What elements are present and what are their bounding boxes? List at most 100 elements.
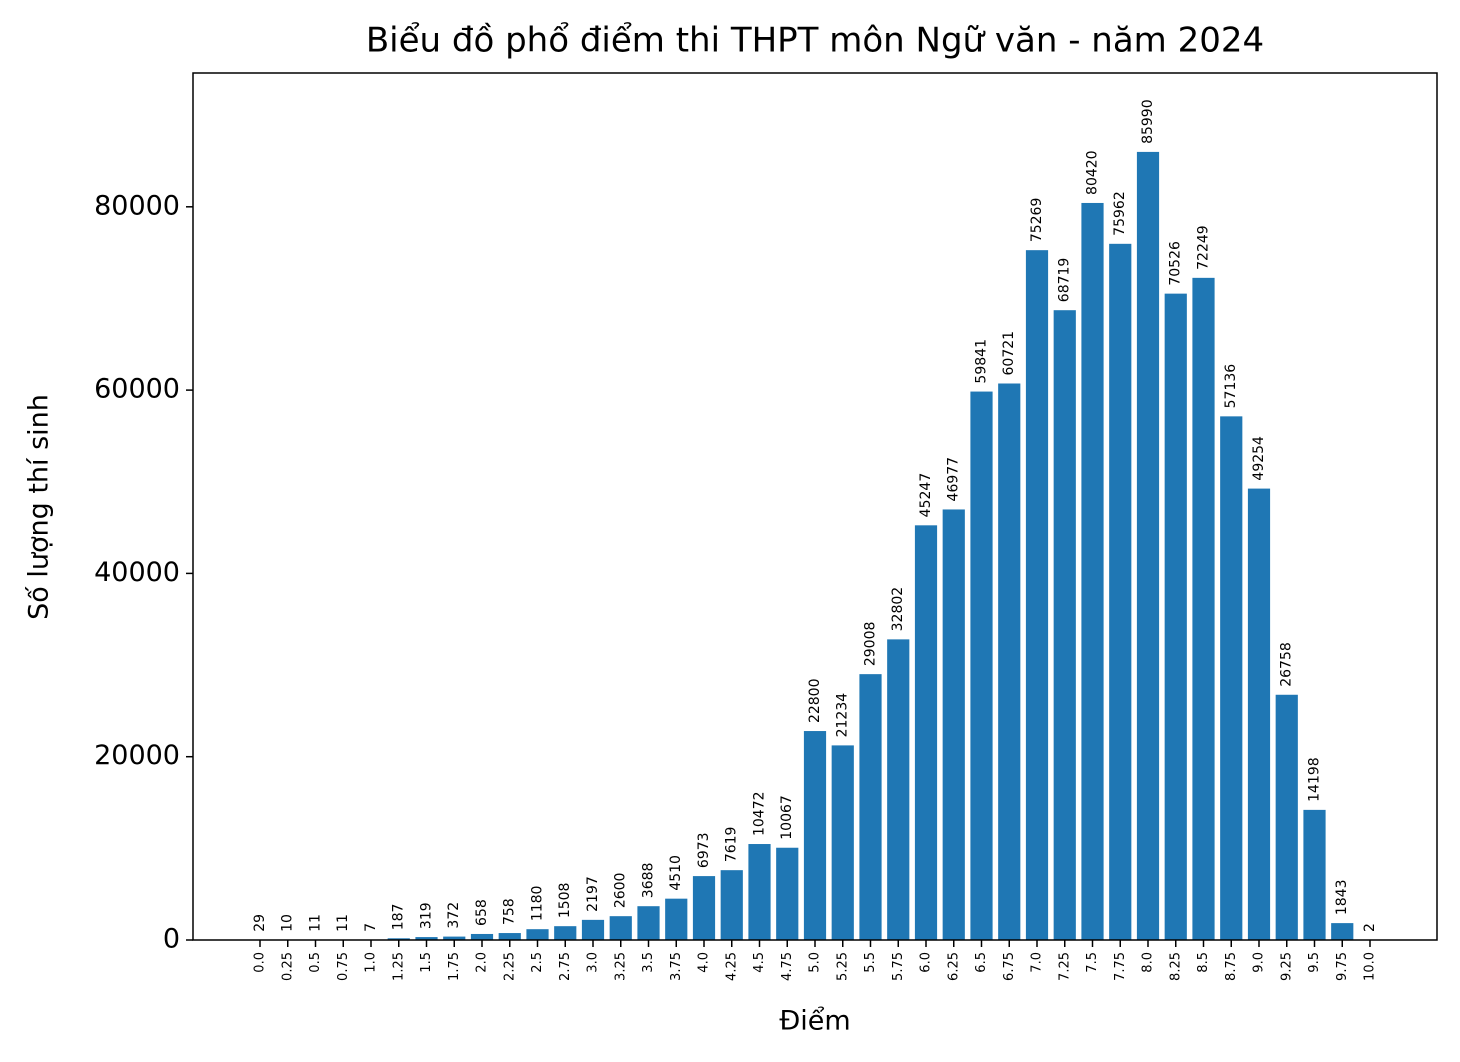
bar xyxy=(415,937,438,940)
plot-frame xyxy=(192,72,1438,941)
x-tick-label: 6.75 xyxy=(1002,952,1017,981)
x-tick-label: 7.0 xyxy=(1030,952,1045,973)
value-label: 1180 xyxy=(530,886,546,922)
value-label: 2600 xyxy=(613,873,629,909)
value-label: 7619 xyxy=(724,827,740,863)
value-label: 14198 xyxy=(1307,757,1323,802)
value-label: 11 xyxy=(308,914,324,932)
bar xyxy=(1025,250,1049,941)
value-label: 187 xyxy=(391,904,407,931)
bar xyxy=(803,731,827,940)
x-tick-label: 7.5 xyxy=(1085,952,1100,973)
value-label: 75962 xyxy=(1112,191,1128,236)
x-tick-label: 6.5 xyxy=(974,952,989,973)
bar xyxy=(470,933,494,940)
chart-title: Biểu đồ phổ điểm thi THPT môn Ngữ văn - … xyxy=(366,21,1264,61)
bar xyxy=(1331,923,1354,940)
bar xyxy=(526,929,549,940)
bar xyxy=(1136,151,1160,940)
value-label: 80420 xyxy=(1085,150,1101,195)
bar xyxy=(443,936,466,940)
value-label: 2 xyxy=(1362,923,1378,932)
bar xyxy=(1247,488,1271,940)
x-tick-label: 0.75 xyxy=(336,952,351,981)
bar xyxy=(1081,202,1104,940)
bar xyxy=(1109,243,1132,940)
value-label: 70526 xyxy=(1168,241,1184,286)
value-label: 68719 xyxy=(1057,258,1073,303)
bar xyxy=(498,933,521,940)
x-tick-label: 9.0 xyxy=(1252,952,1267,973)
x-tick-label: 7.25 xyxy=(1057,952,1072,981)
bar xyxy=(887,639,910,940)
value-label: 7 xyxy=(363,923,379,932)
x-tick-label: 9.75 xyxy=(1335,952,1350,981)
bar xyxy=(1053,310,1076,940)
bar xyxy=(554,926,577,940)
y-tick-label: 0 xyxy=(163,924,180,955)
value-label: 6973 xyxy=(696,832,712,868)
value-label: 22800 xyxy=(807,678,823,723)
bar xyxy=(1164,293,1187,940)
value-label: 49254 xyxy=(1251,436,1267,481)
bar xyxy=(609,916,632,940)
bar xyxy=(831,745,854,940)
x-tick-label: 6.25 xyxy=(946,952,961,981)
value-label: 29 xyxy=(252,914,268,932)
value-label: 72249 xyxy=(1196,225,1212,270)
value-label: 75269 xyxy=(1029,198,1045,243)
x-tick-label: 2.25 xyxy=(502,952,517,981)
x-tick-label: 2.75 xyxy=(558,952,573,981)
x-tick-label: 3.5 xyxy=(641,952,656,973)
value-label: 46977 xyxy=(946,457,962,502)
value-label: 60721 xyxy=(1001,331,1017,376)
x-tick-label: 9.5 xyxy=(1307,952,1322,973)
x-tick-label: 7.75 xyxy=(1113,952,1128,981)
x-tick-label: 5.75 xyxy=(891,952,906,981)
value-label: 3688 xyxy=(641,863,657,899)
x-axis-label: Điểm xyxy=(779,1006,850,1037)
value-label: 85990 xyxy=(1140,99,1156,144)
value-label: 32802 xyxy=(890,587,906,632)
value-label: 1508 xyxy=(557,883,573,919)
value-label: 658 xyxy=(474,899,490,926)
x-tick-label: 0.0 xyxy=(253,952,268,973)
bar xyxy=(998,383,1021,940)
x-tick-label: 3.0 xyxy=(586,952,601,973)
value-label: 45247 xyxy=(918,473,934,518)
value-label: 4510 xyxy=(668,855,684,891)
bar xyxy=(1303,809,1326,940)
x-tick-label: 1.5 xyxy=(419,952,434,973)
bar xyxy=(581,919,605,940)
bar xyxy=(776,847,799,940)
x-tick-label: 6.0 xyxy=(919,952,934,973)
x-tick-label: 4.75 xyxy=(780,952,795,981)
value-label: 1843 xyxy=(1334,879,1350,915)
bar xyxy=(720,870,743,940)
x-tick-label: 5.0 xyxy=(808,952,823,973)
value-label: 2197 xyxy=(585,876,601,912)
y-tick-label: 60000 xyxy=(94,374,180,405)
value-label: 29008 xyxy=(863,622,879,667)
x-tick-label: 0.25 xyxy=(280,952,295,981)
value-label: 758 xyxy=(502,898,518,925)
bar xyxy=(942,509,965,940)
x-tick-label: 2.0 xyxy=(475,952,490,973)
x-tick-label: 1.25 xyxy=(391,952,406,981)
value-label: 21234 xyxy=(835,693,851,738)
x-tick-label: 5.5 xyxy=(863,952,878,973)
y-axis-label: Số lượng thí sinh xyxy=(24,394,55,620)
value-label: 57136 xyxy=(1223,364,1239,409)
y-tick-label: 20000 xyxy=(94,740,180,771)
x-tick-label: 8.75 xyxy=(1224,952,1239,981)
x-tick-label: 8.25 xyxy=(1168,952,1183,981)
x-tick-label: 1.75 xyxy=(447,952,462,981)
x-tick-label: 4.5 xyxy=(752,952,767,973)
bar xyxy=(1275,694,1298,940)
x-tick-label: 8.5 xyxy=(1196,952,1211,973)
bar xyxy=(1220,416,1243,940)
value-label: 10067 xyxy=(779,795,795,840)
x-tick-label: 3.25 xyxy=(613,952,628,981)
x-tick-label: 4.25 xyxy=(724,952,739,981)
x-tick-label: 2.5 xyxy=(530,952,545,973)
